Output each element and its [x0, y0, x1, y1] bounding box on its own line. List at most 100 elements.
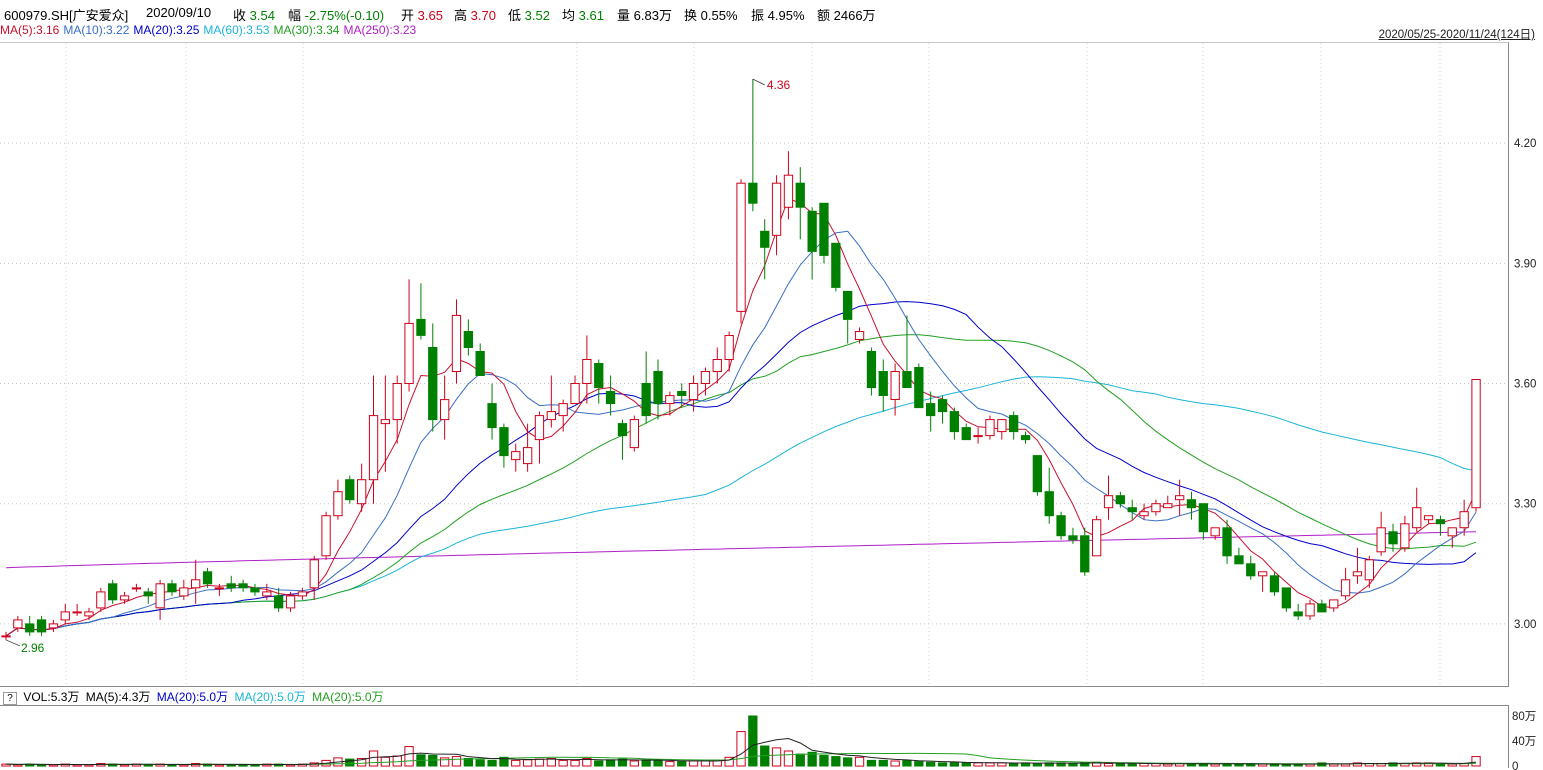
volume-bar [511, 759, 521, 767]
candle-body [605, 391, 616, 404]
volume-bar [1103, 763, 1114, 767]
candle-body [451, 314, 462, 372]
candle-body [534, 415, 545, 441]
volume-bar [558, 759, 568, 767]
volume-bar [1127, 763, 1137, 767]
candle-body [84, 611, 94, 617]
low-label: 低 [508, 8, 522, 23]
candle-body [1435, 519, 1446, 525]
ma-legend: MA(5):3.16 MA(10):3.22 MA(20):3.25 MA(60):3… [0, 23, 420, 41]
candle-body [1032, 455, 1042, 493]
candle-body [1080, 535, 1090, 573]
volume-label: 量 [617, 8, 631, 23]
candle-body [594, 363, 604, 388]
volume-bar [214, 764, 224, 767]
volume-bar [748, 715, 758, 767]
candle-body [1423, 515, 1434, 521]
help-icon[interactable]: ? [3, 692, 17, 705]
candle-body [345, 479, 355, 501]
candle-body [843, 290, 853, 320]
candle-body [1376, 527, 1386, 553]
amount-value: 2466万 [833, 8, 876, 23]
volume-bar [665, 761, 675, 767]
open-field: 开 3.65 [401, 5, 443, 24]
volume-bar [629, 760, 640, 767]
candle-body [60, 611, 70, 621]
volume-bar [724, 756, 734, 767]
change-label: 幅 [288, 8, 302, 23]
low-marker-label: 2.96 [21, 641, 45, 655]
volume-bar [36, 764, 47, 767]
vol-ma20-b: MA(20):5.0万 [234, 690, 306, 704]
ma20-legend: MA(20):3.25 [133, 23, 200, 37]
candle-body [1186, 499, 1197, 509]
volume-bar [914, 761, 924, 767]
volume-field: 量 6.83万 [617, 5, 672, 24]
candle-body [1352, 571, 1363, 577]
volume-bar [807, 751, 817, 767]
volume-bar [1447, 763, 1457, 767]
volume-bar [428, 754, 438, 767]
quote-header: 600979.SH[广安爱众] 2020/09/10 收 3.54 幅 -2.7… [0, 0, 1543, 24]
candle-body [807, 210, 817, 252]
volume-bar [1163, 763, 1173, 767]
volume-bar [404, 746, 414, 767]
candle-body [736, 182, 746, 312]
volume-bar [617, 758, 628, 767]
candle-body [333, 491, 343, 517]
volume-value: 6.83万 [633, 8, 672, 23]
volume-bar [238, 764, 248, 767]
candle-body [1009, 415, 1019, 433]
candle-body [997, 419, 1007, 433]
candle-body [1317, 603, 1327, 613]
close-label: 收 [233, 8, 247, 23]
high-field: 高 3.70 [454, 5, 496, 24]
candle-body [902, 371, 912, 388]
close-value: 3.54 [249, 8, 275, 23]
volume-bar [997, 762, 1007, 767]
volume-bar [641, 759, 651, 767]
candle-body [985, 419, 995, 437]
low-value: 3.52 [524, 8, 550, 23]
candle-body [1139, 511, 1149, 517]
candle-body [1459, 511, 1469, 529]
candle-body [783, 174, 794, 208]
candle-body [72, 611, 82, 614]
candle-body [143, 591, 153, 597]
ma60-line [5, 376, 1477, 637]
ma60-legend: MA(60):3.53 [203, 23, 270, 37]
vol-ma20-a: MA(20):5.0万 [156, 690, 229, 704]
high-label: 高 [454, 8, 468, 23]
ma30-line [5, 334, 1477, 637]
candle-body [1258, 571, 1268, 577]
ma5-legend: MA(5):3.16 [0, 23, 60, 37]
volume-bar [534, 758, 545, 767]
volume-bar [226, 764, 236, 767]
candle-body [25, 623, 35, 633]
candle-body [1246, 563, 1256, 577]
avg-field: 均 3.61 [562, 5, 604, 24]
candle-body [214, 587, 224, 590]
candle-body [96, 591, 106, 609]
volume-bar [854, 756, 865, 767]
avg-value: 3.61 [578, 8, 604, 23]
volume-bar [866, 759, 877, 767]
avg-label: 均 [562, 8, 576, 23]
volume-bar [440, 757, 450, 767]
date-range[interactable]: 2020/05/25-2020/11/24(124日) [1379, 26, 1535, 42]
volume-bar [1115, 763, 1125, 767]
candle-body [1, 635, 11, 638]
y-tick-label: 3.90 [1514, 258, 1536, 270]
low-marker-line [5, 639, 21, 647]
candle-body [1269, 575, 1280, 593]
candle-body [949, 411, 960, 433]
candle-body [285, 595, 296, 609]
candle-body [831, 242, 841, 288]
candle-body [1103, 495, 1114, 509]
volume-bar [523, 759, 533, 767]
candle-body [1092, 519, 1102, 557]
volume-bar [843, 757, 853, 767]
amplitude-field: 振 4.95% [751, 5, 805, 24]
candle-body [309, 559, 319, 589]
